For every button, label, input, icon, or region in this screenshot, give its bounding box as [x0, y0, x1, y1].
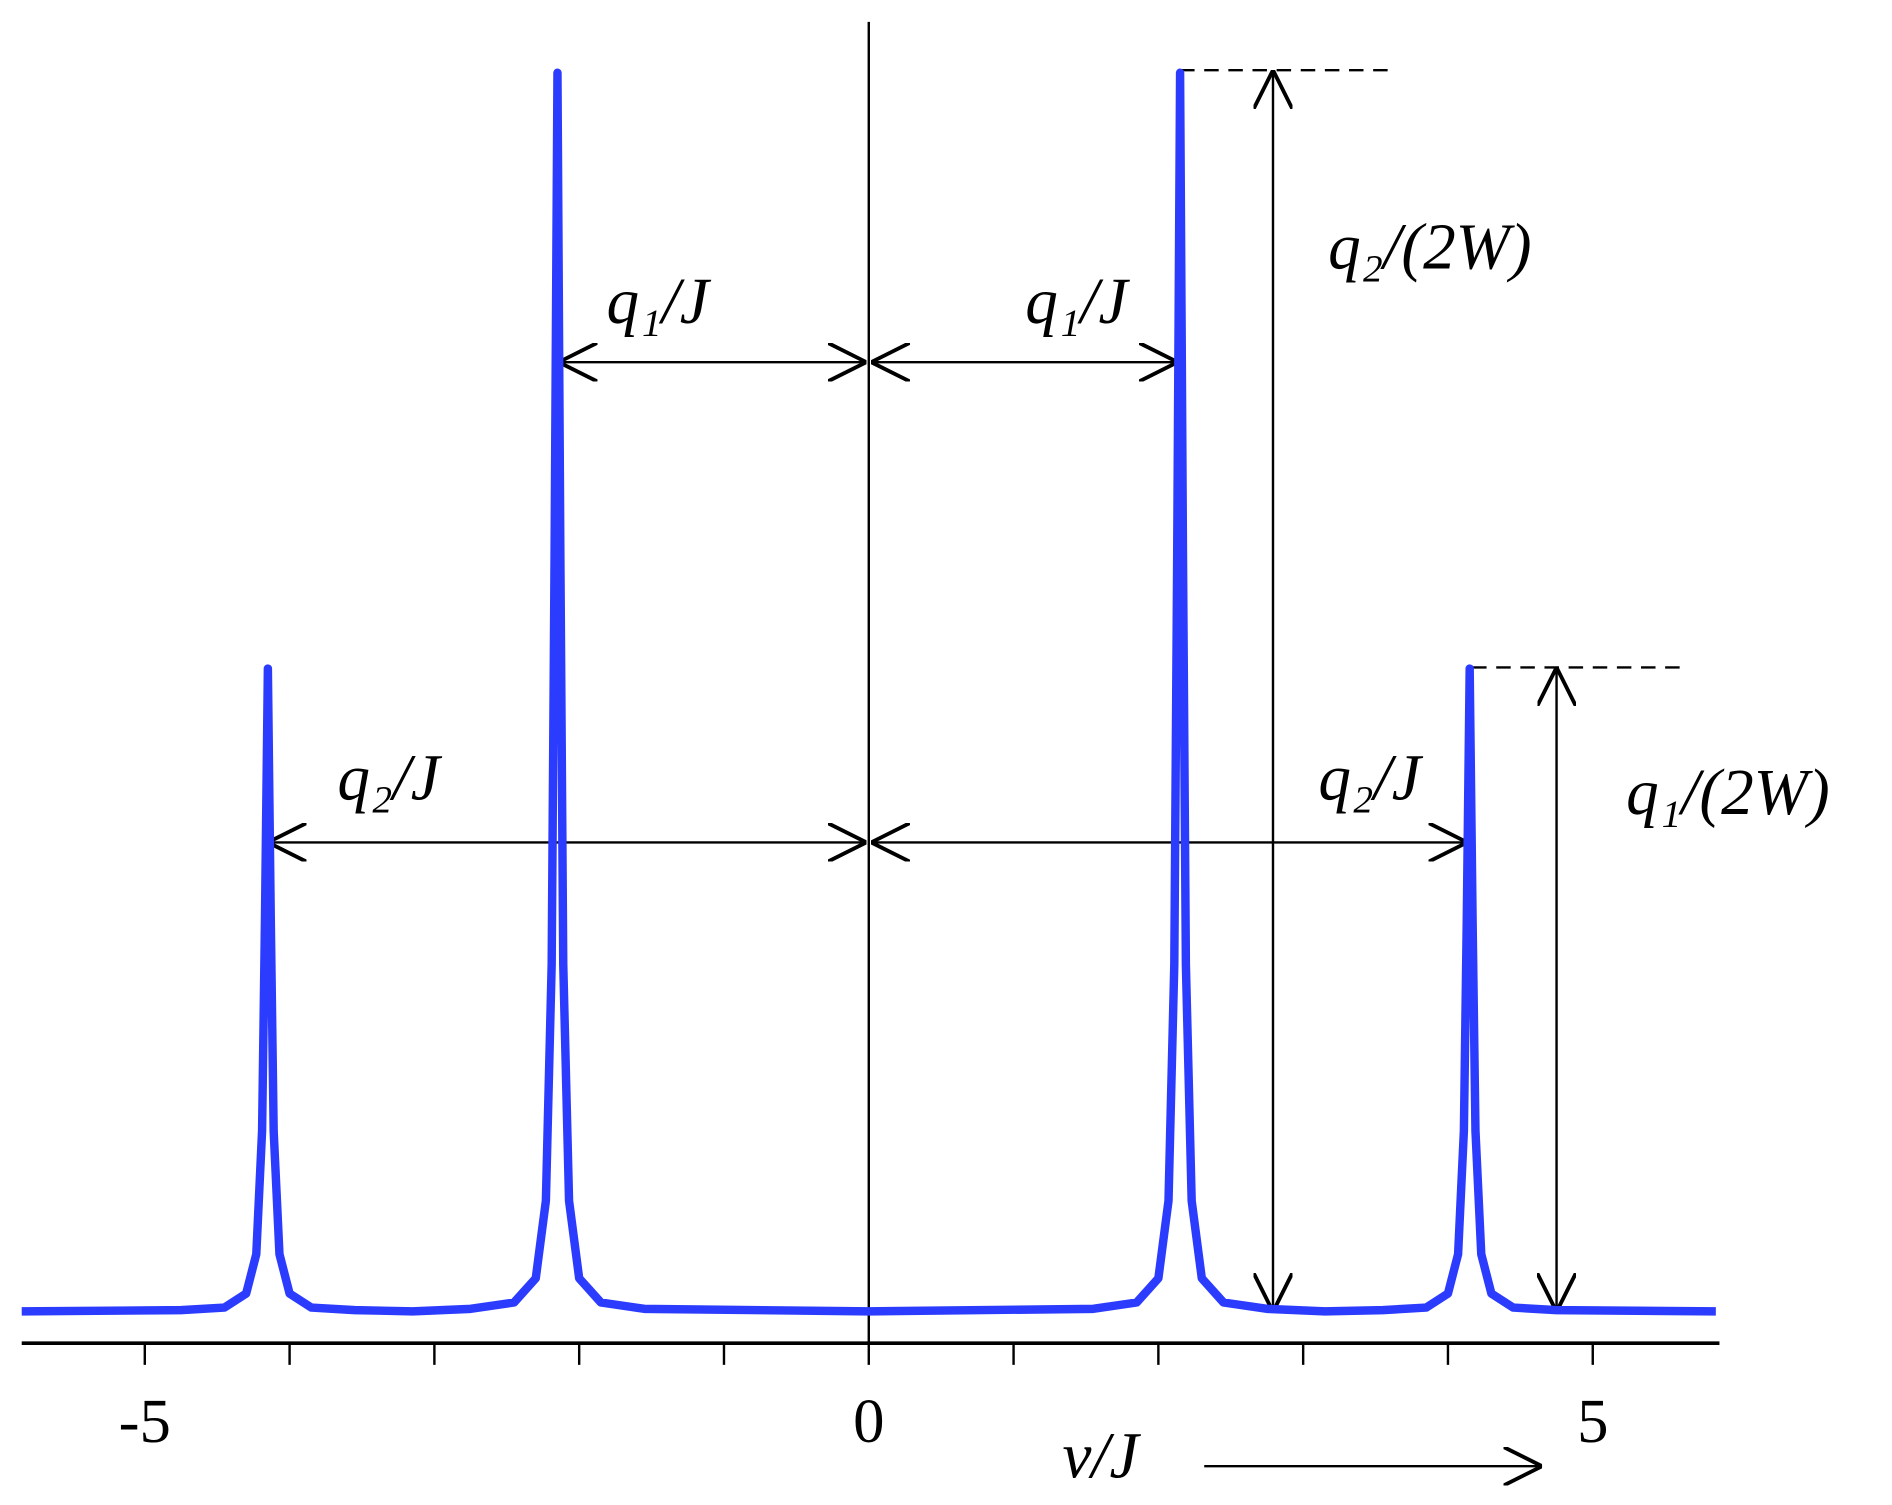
- annotation: q₁/J: [606, 266, 711, 338]
- annotation: q₂/J: [1318, 742, 1423, 814]
- x-tick-label: 5: [1577, 1386, 1608, 1456]
- spectrum-line: [21, 68, 1716, 1316]
- annotation: q₁/J: [1025, 266, 1130, 338]
- x-tick-label: 0: [853, 1386, 884, 1456]
- x-axis-label: ν/J: [1062, 1421, 1141, 1493]
- x-tick-label: -5: [119, 1386, 171, 1456]
- annotation: q₂/(2W): [1328, 212, 1532, 284]
- annotation: q₁/(2W): [1626, 757, 1830, 829]
- annotation: q₂/J: [337, 742, 442, 814]
